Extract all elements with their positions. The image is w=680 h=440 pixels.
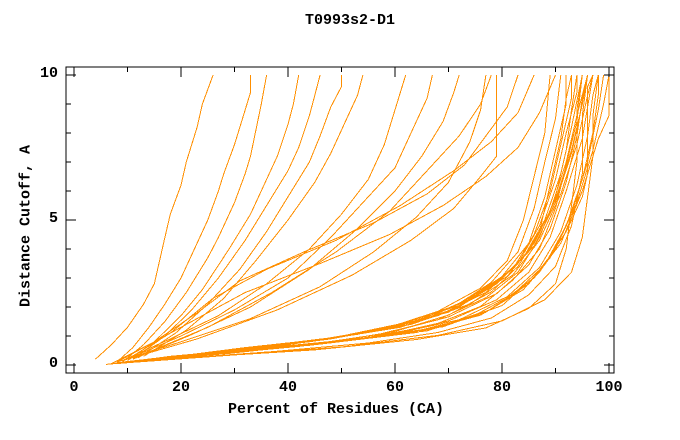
model-curve-curve-04	[127, 74, 300, 362]
model-curves	[95, 74, 610, 365]
y-tick-label-5: 5	[48, 210, 58, 227]
model-curve-curve-09	[127, 74, 433, 360]
model-curve-curve-33	[122, 74, 583, 364]
model-curve-curve-37	[159, 74, 589, 360]
model-curve-curve-06	[137, 75, 342, 359]
model-curve-curve-01	[95, 74, 214, 360]
x-tick-label-60: 60	[385, 379, 404, 396]
y-tick-label-10: 10	[39, 65, 58, 82]
model-curve-curve-40	[132, 74, 599, 363]
x-tick-label-80: 80	[492, 379, 511, 396]
model-curve-curve-13	[122, 75, 498, 362]
model-curve-curve-39	[138, 74, 589, 362]
model-curve-curve-03	[121, 74, 268, 363]
model-curve-curve-22	[138, 74, 583, 362]
model-curve-curve-05	[132, 74, 321, 360]
model-curve-curve-23	[143, 74, 589, 362]
model-curve-curve-26	[122, 74, 594, 364]
y-tick-label-0: 0	[48, 355, 58, 372]
model-curve-curve-11	[116, 74, 487, 363]
x-tick-label-20: 20	[171, 379, 190, 396]
axis-box-and-ticks	[65, 66, 615, 374]
x-tick-label-0: 0	[69, 379, 79, 396]
model-curve-curve-18	[116, 74, 562, 365]
model-curve-curve-30	[143, 75, 610, 361]
model-curve-curve-34	[127, 74, 599, 364]
model-curve-curve-08	[121, 74, 407, 362]
x-tick-label-100: 100	[595, 379, 623, 396]
model-curve-curve-07	[143, 74, 364, 357]
chart-title: T0993s2-D1	[304, 12, 396, 29]
x-tick-label-40: 40	[278, 379, 297, 396]
model-curve-curve-38	[106, 74, 578, 365]
model-curve-curve-16	[111, 74, 556, 365]
model-curve-curve-32	[116, 74, 589, 365]
model-curve-curve-10	[132, 74, 460, 360]
model-curve-curve-15	[127, 74, 535, 360]
model-curve-curve-27	[127, 75, 599, 363]
x-axis-label: Percent of Residues (CA)	[227, 401, 445, 418]
model-curve-curve-02	[116, 75, 251, 363]
